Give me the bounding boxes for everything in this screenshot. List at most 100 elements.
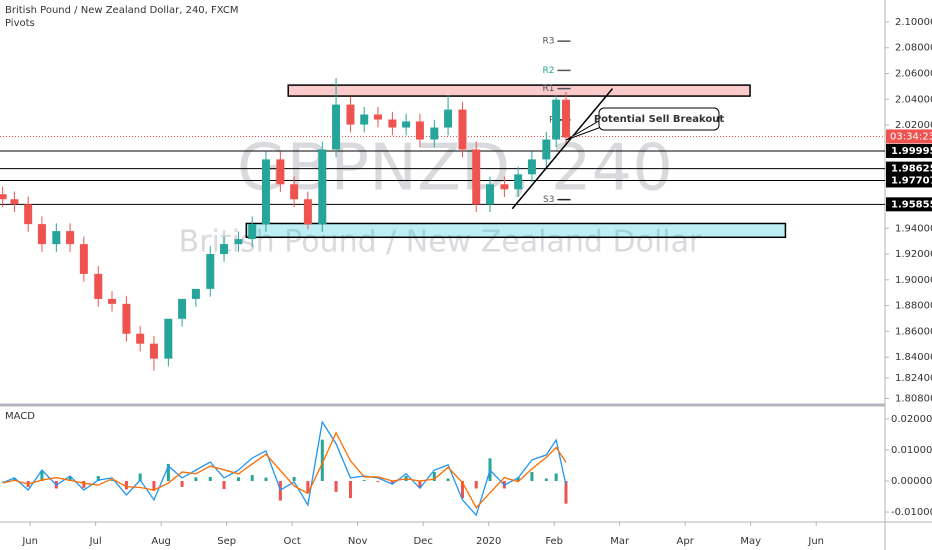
- countdown-box: [886, 129, 932, 144]
- macd-histogram-bar: [446, 478, 450, 481]
- candle-body: [206, 254, 215, 289]
- pivot-label: P: [549, 115, 555, 125]
- macd-histogram-bar: [376, 480, 380, 482]
- candle-body: [542, 139, 551, 160]
- macd-histogram-bar: [530, 471, 534, 481]
- macd-histogram-bar: [1, 480, 5, 482]
- macd-histogram-bar: [278, 480, 282, 501]
- candle-body: [472, 149, 481, 205]
- macd-histogram-bar: [40, 471, 44, 481]
- macd-histogram-bar: [292, 476, 296, 481]
- macd-histogram-bar: [68, 476, 72, 481]
- x-tick-label: Feb: [545, 536, 563, 547]
- candle-body: [37, 224, 46, 245]
- macd-label: MACD: [5, 411, 35, 422]
- x-tick-label: Sep: [217, 536, 236, 547]
- candle-body: [261, 159, 270, 225]
- candle-body: [303, 199, 312, 225]
- macd-histogram-bar: [460, 480, 464, 499]
- macd-y-tick-label: 0.01000: [891, 445, 932, 456]
- candle-body: [318, 149, 327, 225]
- level-label: 1.97707: [891, 175, 932, 186]
- level-label-box: [886, 173, 932, 188]
- pivot-label: R1: [542, 84, 554, 94]
- zone: [245, 222, 787, 239]
- macd-histogram-bar: [418, 480, 422, 489]
- macd-histogram-bar: [194, 477, 198, 481]
- candle-body: [136, 333, 145, 344]
- pivot-label: R3: [542, 37, 554, 47]
- candle-body: [290, 184, 299, 200]
- macd-histogram-bar: [362, 480, 366, 481]
- indicator-label: Pivots: [5, 18, 35, 29]
- x-tick-label: Jul: [89, 536, 102, 547]
- candle-body: [373, 114, 382, 120]
- macd-histogram-bar: [320, 439, 324, 481]
- candle-body: [514, 174, 523, 190]
- level-label: 1.95855: [891, 199, 932, 210]
- macd-histogram-bar: [138, 473, 142, 481]
- y-tick-label: 2.04000: [895, 94, 932, 105]
- x-tick-label: Mar: [610, 536, 630, 547]
- level-label-box: [886, 143, 932, 158]
- candle-body: [500, 184, 509, 190]
- candle-body: [220, 244, 229, 255]
- macd-histogram-bar: [334, 480, 338, 492]
- macd-histogram-bar: [82, 480, 86, 488]
- y-tick-label: 1.80800: [895, 393, 932, 404]
- candle-body: [94, 273, 103, 299]
- y-tick-label: 1.88000: [895, 301, 932, 312]
- x-tick-label: Dec: [413, 536, 432, 547]
- candle-body: [122, 303, 131, 334]
- candle-body: [52, 231, 61, 245]
- macd-histogram-bar: [306, 480, 310, 493]
- x-tick-label: Jun: [807, 536, 824, 547]
- y-tick-label: 1.82400: [895, 373, 932, 384]
- candle-body: [561, 99, 570, 138]
- candle-body: [430, 127, 439, 140]
- level-label-box: [886, 197, 932, 212]
- symbol-title: British Pound / New Zealand Dollar, 240,…: [5, 5, 239, 16]
- callout-box: [598, 107, 720, 131]
- x-tick-label: Apr: [677, 536, 695, 547]
- candle-body: [276, 159, 285, 185]
- y-tick-label: 1.92000: [895, 249, 932, 260]
- candle-body: [10, 199, 19, 205]
- callout-text: Potential Sell Breakout: [594, 114, 725, 125]
- macd-histogram-bar: [554, 473, 558, 481]
- countdown: 03:34:23: [890, 131, 932, 142]
- x-tick-label: Nov: [348, 536, 368, 547]
- candle-body: [164, 318, 173, 359]
- macd-histogram-bar: [96, 476, 100, 481]
- pivot-label: R2: [542, 66, 554, 76]
- candle-body: [24, 204, 33, 225]
- candle-body: [332, 104, 341, 150]
- x-tick-label: May: [740, 536, 761, 547]
- macd-histogram-bar: [250, 475, 254, 481]
- macd-y-tick-label: 0.00000: [891, 476, 932, 487]
- level-label-box: [886, 161, 932, 176]
- macd-histogram-bar: [264, 477, 268, 481]
- macd-histogram-bar: [152, 480, 156, 491]
- macd-histogram-bar: [208, 476, 212, 481]
- pivot-label: S3: [543, 195, 554, 205]
- y-tick-label: 2.06000: [895, 69, 932, 80]
- macd-histogram-bar: [180, 480, 184, 487]
- y-tick-label: 1.94000: [895, 223, 932, 234]
- candle-body: [0, 194, 7, 200]
- candle-body: [234, 239, 243, 245]
- trendline: [511, 88, 614, 210]
- zone: [287, 84, 751, 97]
- y-tick-label: 1.84000: [895, 352, 932, 363]
- candle-body: [108, 298, 117, 304]
- candle-body: [388, 119, 397, 128]
- macd-line: [2, 431, 567, 509]
- macd-y-tick-label: 0.02000: [891, 414, 932, 425]
- macd-histogram-bar: [390, 480, 394, 485]
- macd-histogram-bar: [544, 478, 548, 481]
